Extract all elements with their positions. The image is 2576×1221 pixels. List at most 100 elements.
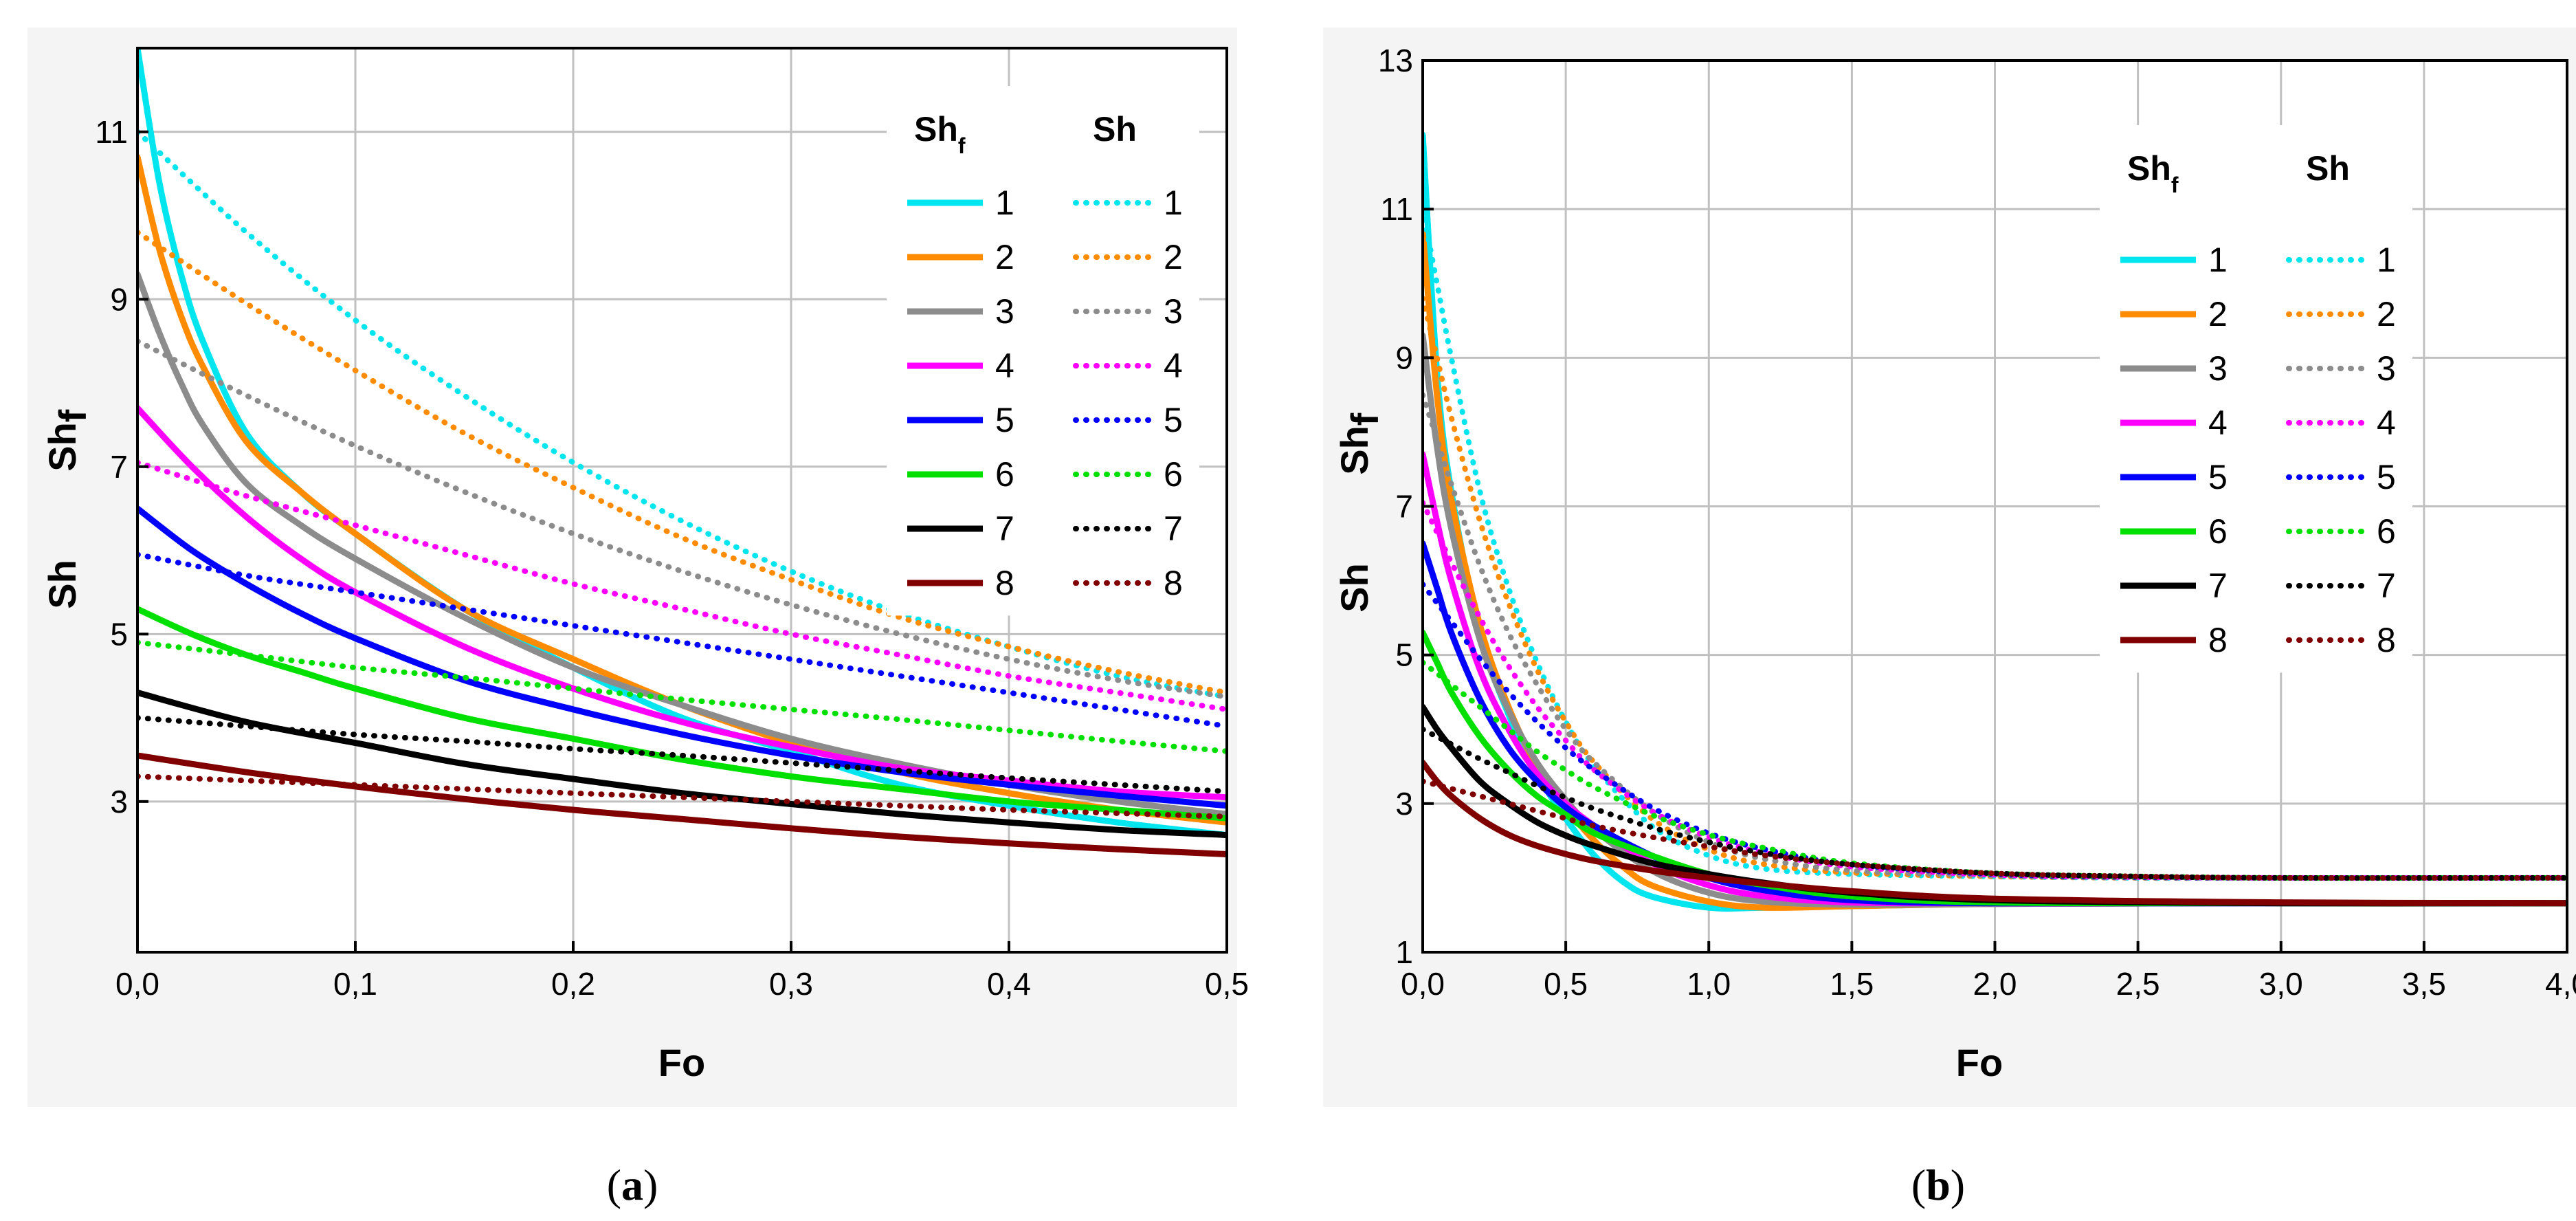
legend-label-solid-2: 2 (2208, 295, 2228, 333)
legend-label-dotted-6: 6 (2377, 512, 2396, 551)
series-solid-4 (137, 405, 1227, 801)
legend-label-solid-4: 4 (2208, 404, 2228, 442)
x-tick-label: 2,5 (2116, 966, 2160, 1002)
x-tick-label: 0,5 (1205, 966, 1249, 1002)
legend-label-solid-8: 8 (2208, 621, 2228, 659)
legend-label-solid-8: 8 (995, 564, 1014, 602)
caption-a-letter: a (621, 1160, 643, 1209)
legend-label-dotted-7: 7 (1164, 509, 1183, 548)
panel-b-ticks: 0,00,51,01,52,02,53,03,54,0135791113 (1378, 43, 2576, 1002)
series-solid-8 (1423, 759, 2567, 907)
legend-label-dotted-5: 5 (1164, 401, 1183, 439)
x-tick-label: 0,5 (1544, 966, 1588, 1002)
legend-title-shf-main: Sh (2127, 149, 2171, 188)
series-dotted-5 (137, 551, 1227, 729)
legend-label-dotted-1: 1 (2377, 241, 2396, 279)
y-tick-label: 9 (1395, 340, 1413, 375)
caption-a-open: ( (607, 1160, 621, 1209)
panel-b-y-label-sub: f (1343, 412, 1386, 426)
series-solid-2 (137, 153, 1227, 826)
legend-title-shf-sub: f (958, 133, 966, 158)
legend-label-solid-6: 6 (995, 455, 1014, 494)
panel-b-y-axis-label: Sh Sh f (1333, 412, 1386, 612)
legend-label-solid-4: 4 (995, 346, 1014, 385)
series-dotted-8 (137, 773, 1227, 820)
y-tick-label: 5 (1395, 637, 1413, 673)
legend-title-sh: Sh (2306, 149, 2350, 188)
panel-a-y-label-second: Sh (41, 560, 84, 609)
panel-b-legend: Shf Sh1 12 23 34 45 56 67 78 8 (2100, 125, 2412, 673)
panel-a-x-axis-label: Fo (658, 1041, 705, 1084)
series-dotted-4 (1423, 500, 2567, 881)
y-tick-label: 9 (110, 281, 128, 317)
legend-label-dotted-8: 8 (1164, 564, 1183, 602)
caption-b: (b) (1911, 1160, 1965, 1209)
legend-label-dotted-3: 3 (1164, 292, 1183, 331)
legend-label-solid-1: 1 (995, 184, 1014, 222)
caption-b-open: ( (1911, 1160, 1926, 1209)
series-solid-5 (137, 505, 1227, 809)
caption-a-close: ) (643, 1160, 658, 1209)
legend-label-solid-3: 3 (995, 292, 1014, 331)
panel-a-y-axis-label: Sh Sh f (41, 409, 94, 608)
y-tick-label: 5 (110, 616, 128, 652)
legend-label-solid-5: 5 (2208, 458, 2228, 496)
legend-label-dotted-6: 6 (1164, 455, 1183, 494)
y-tick-label: 3 (110, 784, 128, 820)
legend-label-solid-5: 5 (995, 401, 1014, 439)
legend-label-dotted-3: 3 (2377, 349, 2396, 388)
legend-title-shf: Shf (914, 110, 966, 158)
x-tick-label: 3,5 (2402, 966, 2446, 1002)
x-tick-label: 1,5 (1830, 966, 1874, 1002)
y-tick-label: 3 (1395, 786, 1413, 822)
legend-label-dotted-4: 4 (2377, 404, 2396, 442)
legend-label-dotted-4: 4 (1164, 346, 1183, 385)
y-tick-label: 7 (1395, 489, 1413, 525)
legend-label-solid-3: 3 (2208, 349, 2228, 388)
series-dotted-2 (137, 229, 1227, 696)
x-tick-label: 0,2 (551, 966, 595, 1002)
legend-label-dotted-2: 2 (1164, 238, 1183, 276)
panel-b-y-label-main: Sh (1333, 426, 1376, 475)
y-tick-label: 11 (95, 114, 128, 150)
x-tick-label: 3,0 (2259, 966, 2303, 1002)
panel-b-x-axis-label: Fo (1956, 1041, 2003, 1084)
legend-title-shf-main: Sh (914, 110, 958, 148)
series-dotted-8 (1423, 778, 2567, 881)
panel-b-series (1423, 131, 2567, 912)
legend-label-solid-2: 2 (995, 238, 1014, 276)
legend-title-shf-sub: f (2171, 173, 2179, 197)
panel-b: 0,00,51,01,52,02,53,03,54,0135791113 Shf… (1323, 28, 2576, 1107)
x-tick-label: 0,3 (769, 966, 813, 1002)
panel-a-y-label-main: Sh (41, 422, 84, 472)
legend-background (887, 86, 1199, 616)
legend-label-solid-7: 7 (995, 509, 1014, 548)
series-dotted-3 (137, 338, 1227, 700)
legend-label-dotted-8: 8 (2377, 621, 2396, 659)
x-tick-label: 4,0 (2545, 966, 2576, 1002)
x-tick-label: 0,0 (1401, 966, 1445, 1002)
x-tick-label: 0,0 (115, 966, 159, 1002)
series-dotted-7 (137, 715, 1227, 795)
x-tick-label: 1,0 (1687, 966, 1731, 1002)
series-dotted-6 (137, 639, 1227, 754)
legend-title-sh: Sh (1093, 110, 1137, 148)
x-tick-label: 2,0 (1973, 966, 2017, 1002)
series-solid-6 (137, 606, 1227, 822)
series-dotted-5 (1423, 582, 2567, 881)
panel-a-series (137, 48, 1227, 857)
panel-a-frame (136, 47, 1228, 954)
legend-label-solid-7: 7 (2208, 566, 2228, 605)
panel-a-y-label-sub: f (51, 409, 94, 422)
caption-b-close: ) (1951, 1160, 1965, 1209)
legend-background (2100, 125, 2412, 673)
y-tick-label: 11 (1380, 191, 1413, 227)
legend-label-dotted-1: 1 (1164, 184, 1183, 222)
legend-title-shf: Shf (2127, 149, 2179, 197)
legend-label-solid-6: 6 (2208, 512, 2228, 551)
panel-a-legend: Shf Sh1 12 23 34 45 56 67 78 8 (887, 86, 1199, 616)
y-tick-label: 1 (1395, 934, 1413, 970)
